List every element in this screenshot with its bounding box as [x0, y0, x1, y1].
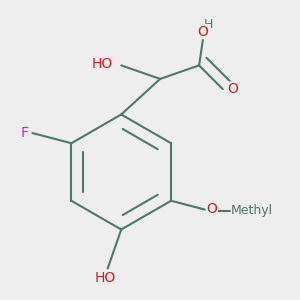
- Text: O: O: [206, 202, 217, 216]
- Text: HO: HO: [92, 57, 113, 71]
- Text: O: O: [197, 25, 208, 38]
- Text: HO: HO: [94, 271, 116, 285]
- Text: F: F: [21, 126, 29, 140]
- Text: Methyl: Methyl: [231, 204, 273, 218]
- Text: O: O: [227, 82, 238, 96]
- Text: H: H: [203, 18, 213, 31]
